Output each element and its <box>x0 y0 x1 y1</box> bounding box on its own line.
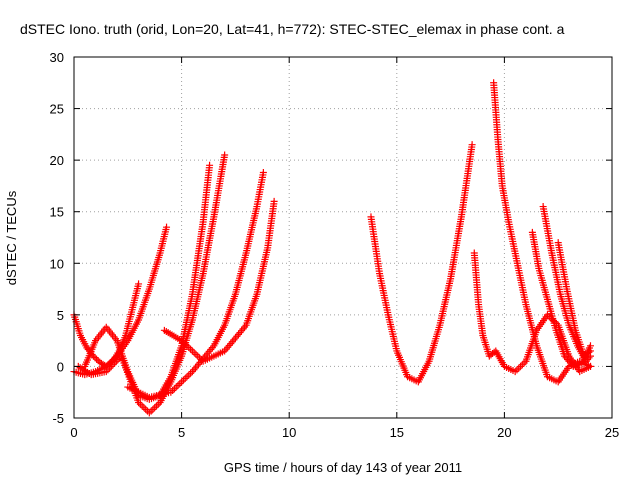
y-tick-label: 5 <box>57 308 64 323</box>
x-axis-label: GPS time / hours of day 143 of year 2011 <box>224 460 462 475</box>
y-tick-label: 10 <box>50 256 64 271</box>
x-tick-label: 25 <box>605 425 619 440</box>
y-tick-label: 20 <box>50 153 64 168</box>
data-point <box>468 141 476 149</box>
chart-title: dSTEC Iono. truth (orid, Lon=20, Lat=41,… <box>20 21 565 37</box>
y-tick-label: 0 <box>57 359 64 374</box>
data-point <box>102 368 110 376</box>
axes: 0 5 10 15 20 25 -5 0 5 10 15 20 25 30 <box>50 50 620 440</box>
x-tick-label: 0 <box>70 425 77 440</box>
y-tick-label: 25 <box>50 102 64 117</box>
data-point <box>206 161 214 169</box>
y-axis-label: dSTEC / TECUs <box>4 190 19 285</box>
plot-border <box>73 56 613 419</box>
data-point <box>585 348 593 356</box>
data-point <box>109 361 117 369</box>
y-tick-label: 30 <box>50 50 64 65</box>
data-point <box>112 357 120 365</box>
data-point <box>107 362 115 370</box>
data-point <box>586 347 594 355</box>
x-tick-label: 10 <box>282 425 296 440</box>
data-point <box>270 197 278 205</box>
y-tick-label: -5 <box>52 411 64 426</box>
data-point <box>111 359 119 367</box>
data-points <box>70 79 594 417</box>
data-point <box>93 355 101 363</box>
data-point <box>114 356 122 364</box>
data-point <box>91 354 99 362</box>
data-point <box>586 362 594 370</box>
y-tick-label: 15 <box>50 205 64 220</box>
data-point <box>259 169 267 177</box>
data-point <box>221 151 229 159</box>
data-point <box>135 280 143 288</box>
data-point <box>106 364 114 372</box>
x-tick-label: 15 <box>390 425 404 440</box>
data-point <box>104 366 112 374</box>
data-point <box>163 223 171 231</box>
x-tick-label: 5 <box>178 425 185 440</box>
x-tick-label: 20 <box>497 425 511 440</box>
